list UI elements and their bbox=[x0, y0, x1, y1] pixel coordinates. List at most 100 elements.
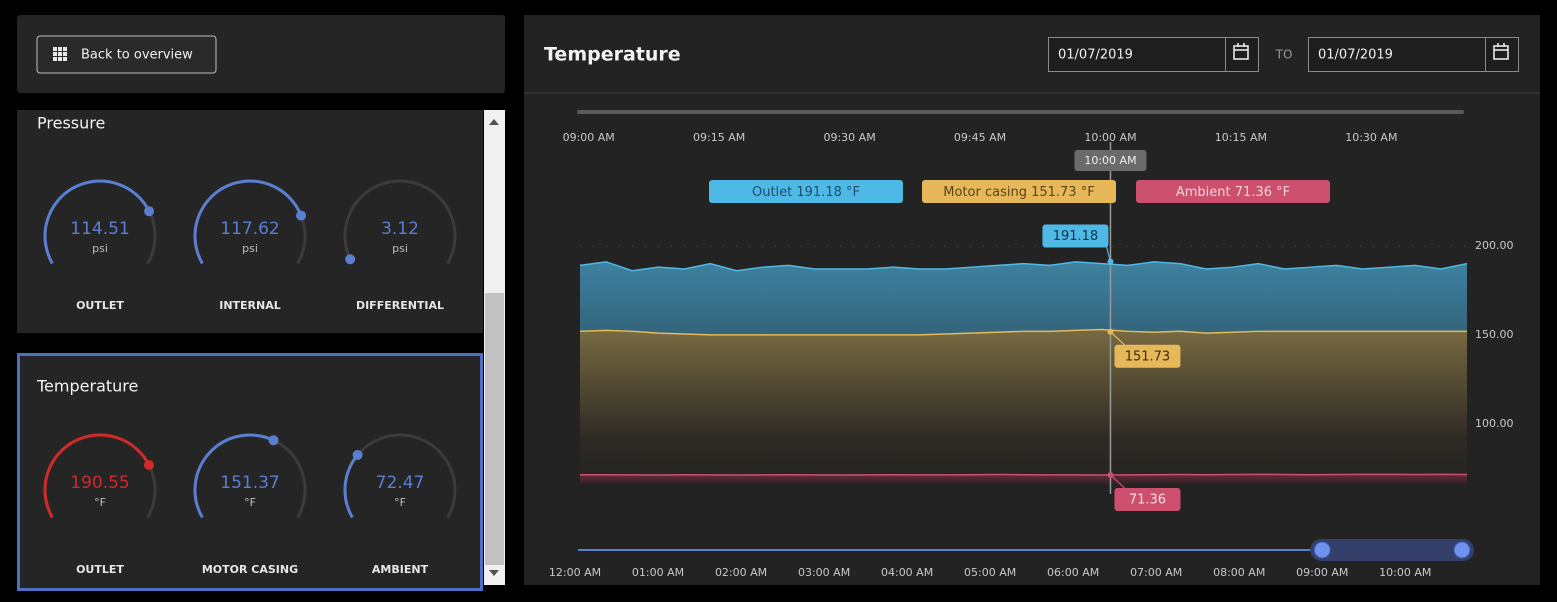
x-tick-label: 10:00 AM bbox=[1084, 131, 1136, 144]
cursor-dot bbox=[1107, 471, 1114, 478]
navigator-tick-label: 10:00 AM bbox=[1379, 566, 1431, 579]
button-label[interactable]: Back to overview bbox=[81, 48, 193, 63]
calendar-icon[interactable] bbox=[1493, 43, 1509, 60]
area-fill bbox=[580, 474, 1467, 485]
gauge-unit: psi bbox=[392, 242, 408, 255]
back-button[interactable]: Back to overview bbox=[36, 35, 217, 74]
navigator-selection[interactable] bbox=[1310, 539, 1474, 561]
legend-text: Outlet 191.18 °F bbox=[752, 185, 860, 200]
navigator-tick-label: 04:00 AM bbox=[881, 566, 933, 579]
gauge-label: DIFFERENTIAL bbox=[356, 299, 444, 312]
text-part: °F bbox=[1276, 185, 1290, 200]
series-line bbox=[579, 261, 1468, 272]
navigator-tick-label: 08:00 AM bbox=[1213, 566, 1265, 579]
scroll-down-arrow[interactable] bbox=[489, 570, 499, 576]
input-frame[interactable] bbox=[1048, 37, 1259, 72]
y-tick-label: 100.00 bbox=[1475, 417, 1514, 430]
date-from-input[interactable]: 01/07/2019 bbox=[1048, 37, 1259, 72]
gauge-dot bbox=[143, 459, 154, 470]
x-tick-label: 10:15 AM bbox=[1215, 131, 1267, 144]
input-frame[interactable] bbox=[1308, 37, 1519, 72]
gauge-fill bbox=[193, 433, 275, 519]
legend-text: Ambient 71.36 °F bbox=[1176, 185, 1290, 200]
gauge-dot bbox=[144, 206, 155, 217]
text-part: Motor casing bbox=[943, 185, 1027, 200]
card-title: Temperature bbox=[36, 377, 138, 396]
callout-value: 191.18 bbox=[1053, 229, 1099, 244]
gauge-label: OUTLET bbox=[76, 563, 124, 576]
gauge-value: 114.51 bbox=[70, 219, 129, 239]
gauge-unit: psi bbox=[92, 242, 108, 255]
gauge-value: 151.37 bbox=[220, 473, 279, 493]
navigator-tick-label: 12:00 AM bbox=[549, 566, 601, 579]
text-part: °F bbox=[1081, 185, 1095, 200]
y-tick-label: 150.00 bbox=[1475, 328, 1514, 341]
callout-bg bbox=[1042, 224, 1109, 248]
gauge-value: 72.47 bbox=[376, 473, 425, 493]
cursor-label: 10:00 AM bbox=[1084, 154, 1136, 167]
text-part: Ambient bbox=[1176, 185, 1231, 200]
button-frame[interactable] bbox=[36, 35, 217, 74]
navigator-tick-label: 03:00 AM bbox=[798, 566, 850, 579]
gauge-dot bbox=[268, 435, 279, 446]
calendar-icon[interactable] bbox=[1233, 43, 1249, 60]
text-part: 191.18 bbox=[796, 185, 842, 200]
card-title: Pressure bbox=[37, 114, 105, 133]
scroll-up-arrow[interactable] bbox=[489, 119, 499, 125]
top-scrollbar[interactable] bbox=[577, 110, 1464, 114]
y-tick-label: 200.00 bbox=[1475, 239, 1514, 252]
text-part: °F bbox=[846, 185, 860, 200]
x-tick-label: 09:00 AM bbox=[563, 131, 615, 144]
navigator-tick-label: 01:00 AM bbox=[632, 566, 684, 579]
x-tick-label: 10:30 AM bbox=[1345, 131, 1397, 144]
chart-title: Temperature bbox=[544, 44, 681, 66]
date-to[interactable]: 01/07/2019 bbox=[1318, 48, 1393, 63]
callout-bg bbox=[1114, 487, 1181, 511]
gauge-value: 117.62 bbox=[220, 219, 279, 239]
text-part: 151.73 bbox=[1031, 185, 1077, 200]
legend-chip bbox=[922, 180, 1116, 203]
gauge-value: 190.55 bbox=[70, 473, 129, 493]
gauge-unit: °F bbox=[244, 496, 256, 509]
date-to-input[interactable]: 01/07/2019 bbox=[1308, 37, 1519, 72]
scrollbar-thumb[interactable] bbox=[485, 293, 504, 565]
text-part: Outlet bbox=[752, 185, 792, 200]
gauge-unit: psi bbox=[242, 242, 258, 255]
series-line bbox=[579, 328, 1467, 336]
navigator-handle[interactable] bbox=[1453, 541, 1471, 559]
area-fill bbox=[580, 329, 1467, 485]
navigator-tick-label: 02:00 AM bbox=[715, 566, 767, 579]
navigator-tick-label: 09:00 AM bbox=[1296, 566, 1348, 579]
navigator-handle[interactable] bbox=[1313, 541, 1331, 559]
legend-text: Motor casing 151.73 °F bbox=[943, 185, 1094, 200]
grid-icon bbox=[53, 47, 67, 61]
x-tick-label: 09:30 AM bbox=[823, 131, 875, 144]
gauge-track bbox=[343, 179, 457, 265]
navigator-tick-label: 06:00 AM bbox=[1047, 566, 1099, 579]
gauge-fill bbox=[193, 179, 303, 265]
x-tick-label: 09:15 AM bbox=[693, 131, 745, 144]
gauge-dot bbox=[345, 254, 356, 265]
legend-chip bbox=[1136, 180, 1330, 203]
gauge-value: 3.12 bbox=[381, 219, 419, 239]
gauge-dot bbox=[296, 210, 307, 221]
pressure-card[interactable] bbox=[17, 110, 483, 333]
legend-chip bbox=[709, 180, 903, 203]
gauge-unit: °F bbox=[394, 496, 406, 509]
gauge-fill bbox=[343, 454, 359, 519]
temperature-card[interactable] bbox=[17, 353, 483, 591]
x-tick-label: 09:45 AM bbox=[954, 131, 1006, 144]
gauge-fill bbox=[43, 179, 151, 265]
gauge-label: MOTOR CASING bbox=[202, 563, 298, 576]
callout-bg bbox=[1114, 344, 1181, 368]
gauge-fill bbox=[43, 433, 151, 519]
cursor-dot bbox=[1107, 258, 1114, 265]
gauge-label: INTERNAL bbox=[219, 299, 281, 312]
navigator-tick-label: 05:00 AM bbox=[964, 566, 1016, 579]
gauge-unit: °F bbox=[94, 496, 106, 509]
callout-connector bbox=[1110, 331, 1125, 346]
callout-value: 71.36 bbox=[1129, 492, 1166, 507]
gauge-dot bbox=[352, 449, 363, 460]
date-from[interactable]: 01/07/2019 bbox=[1058, 48, 1133, 63]
